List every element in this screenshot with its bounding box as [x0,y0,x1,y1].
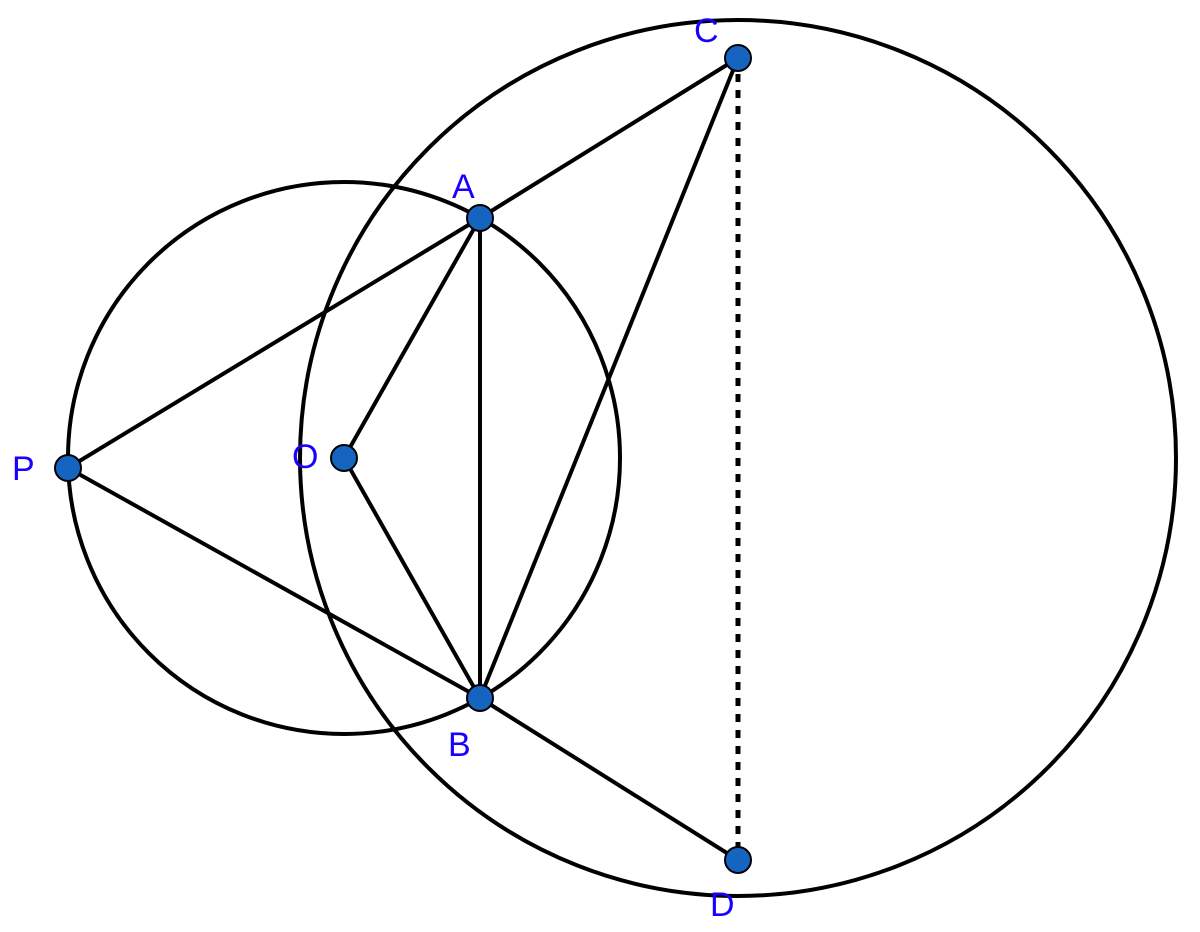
label-C: C [694,12,719,50]
point-A [467,205,493,231]
point-P [55,455,81,481]
geometry-diagram: P O A B C D [0,0,1200,932]
label-P: P [12,450,35,488]
label-O: O [292,438,318,476]
point-B [467,685,493,711]
point-D [725,847,751,873]
label-D: D [710,886,735,924]
label-B: B [448,726,471,764]
point-C [725,45,751,71]
point-O [331,445,357,471]
label-A: A [452,168,475,206]
